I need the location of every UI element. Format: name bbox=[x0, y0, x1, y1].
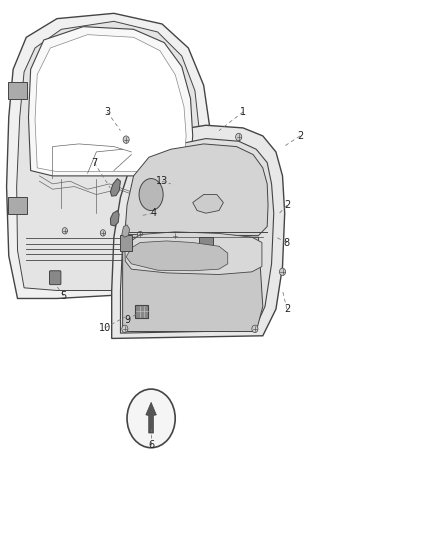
Polygon shape bbox=[125, 232, 262, 274]
Polygon shape bbox=[35, 35, 186, 172]
Text: 2: 2 bbox=[284, 200, 290, 210]
FancyBboxPatch shape bbox=[135, 305, 148, 318]
Polygon shape bbox=[112, 125, 285, 338]
Text: 10: 10 bbox=[99, 323, 111, 333]
Circle shape bbox=[279, 268, 286, 276]
FancyBboxPatch shape bbox=[8, 82, 27, 99]
Polygon shape bbox=[193, 195, 223, 213]
Polygon shape bbox=[125, 144, 268, 236]
Text: 2: 2 bbox=[284, 304, 290, 314]
Polygon shape bbox=[110, 211, 119, 226]
FancyBboxPatch shape bbox=[8, 197, 27, 214]
Polygon shape bbox=[123, 237, 263, 332]
Text: 1: 1 bbox=[240, 107, 246, 117]
FancyBboxPatch shape bbox=[120, 235, 132, 251]
Polygon shape bbox=[120, 139, 274, 333]
Ellipse shape bbox=[139, 179, 163, 211]
Circle shape bbox=[173, 232, 178, 239]
Text: 7: 7 bbox=[91, 158, 97, 167]
Polygon shape bbox=[122, 225, 130, 237]
Text: 5: 5 bbox=[60, 291, 67, 301]
Circle shape bbox=[127, 389, 175, 448]
Text: 4: 4 bbox=[150, 208, 156, 218]
Circle shape bbox=[138, 231, 143, 238]
Text: 8: 8 bbox=[284, 238, 290, 247]
Text: 3: 3 bbox=[104, 107, 110, 117]
Text: 13: 13 bbox=[156, 176, 168, 186]
Circle shape bbox=[236, 133, 242, 141]
Circle shape bbox=[100, 230, 106, 236]
Polygon shape bbox=[28, 27, 193, 176]
Circle shape bbox=[122, 325, 128, 333]
Text: 6: 6 bbox=[148, 440, 154, 450]
Polygon shape bbox=[146, 402, 156, 433]
FancyBboxPatch shape bbox=[199, 237, 213, 259]
Polygon shape bbox=[126, 241, 228, 271]
Circle shape bbox=[252, 325, 258, 333]
Polygon shape bbox=[7, 13, 215, 298]
Text: 9: 9 bbox=[124, 315, 130, 325]
FancyBboxPatch shape bbox=[49, 271, 61, 285]
Circle shape bbox=[123, 136, 129, 143]
Circle shape bbox=[62, 228, 67, 234]
Polygon shape bbox=[110, 179, 120, 196]
Polygon shape bbox=[17, 21, 201, 290]
Text: 2: 2 bbox=[297, 131, 303, 141]
